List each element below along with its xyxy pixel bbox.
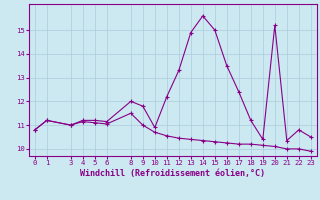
X-axis label: Windchill (Refroidissement éolien,°C): Windchill (Refroidissement éolien,°C) (80, 169, 265, 178)
